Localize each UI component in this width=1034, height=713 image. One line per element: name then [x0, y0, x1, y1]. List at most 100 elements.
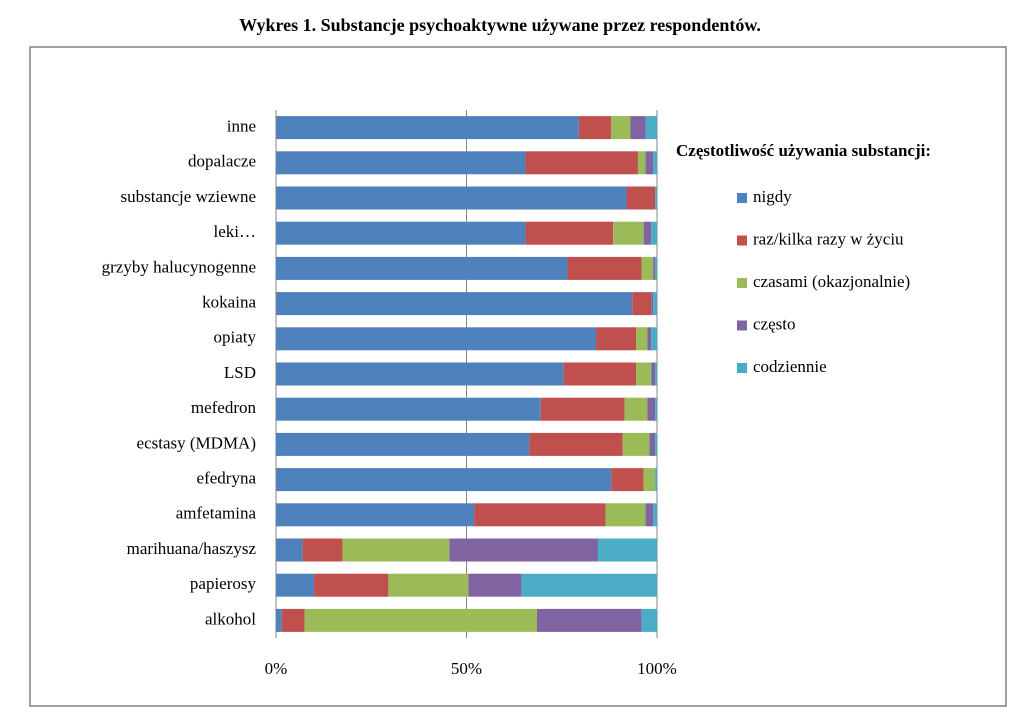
y-tick-label: papierosy: [190, 574, 257, 593]
bar-segment: [276, 362, 564, 386]
bar-segment: [314, 573, 389, 597]
bar-segment: [643, 221, 652, 245]
bar-segment: [276, 256, 568, 280]
bar-segment: [645, 151, 654, 175]
bar-segment: [636, 362, 652, 386]
bar-segment: [276, 608, 282, 632]
bar-segment: [651, 362, 656, 386]
bar-segment: [636, 327, 648, 351]
legend-swatch: [737, 363, 747, 373]
bar-segment: [645, 503, 654, 527]
bar-segment: [653, 503, 657, 527]
bar-segment: [641, 608, 657, 632]
bar-segment: [605, 503, 646, 527]
bar-segment: [474, 503, 606, 527]
bar-segment: [276, 221, 526, 245]
bar-segment: [643, 468, 656, 492]
bar-segment: [651, 327, 657, 351]
bar-segment: [653, 292, 657, 316]
y-tick-label: substancje wziewne: [121, 187, 256, 206]
bar-segment: [622, 432, 650, 456]
bar-segment: [655, 468, 657, 492]
legend-swatch: [737, 193, 747, 203]
y-tick-label: grzyby halucynogenne: [102, 257, 256, 276]
bar-segment: [649, 432, 656, 456]
bar-segment: [276, 503, 475, 527]
bar-segment: [645, 116, 657, 140]
bar-segment: [653, 256, 656, 280]
bar-segment: [276, 538, 303, 562]
bar-segment: [276, 573, 315, 597]
bar-segment: [281, 608, 305, 632]
y-tick-label: opiaty: [214, 328, 257, 347]
bar-segment: [626, 186, 656, 210]
x-tick-label: 100%: [637, 659, 677, 678]
bar-segment: [655, 362, 657, 386]
bar-segment: [563, 362, 637, 386]
bar-segment: [632, 292, 652, 316]
legend-label: czasami (okazjonalnie): [753, 272, 910, 291]
bar-segment: [613, 221, 644, 245]
bar-segment: [302, 538, 343, 562]
bar-segment: [449, 538, 598, 562]
bar-segment: [540, 397, 625, 421]
y-tick-label: dopalacze: [188, 152, 256, 171]
y-tick-label: marihuana/haszysz: [127, 539, 257, 558]
y-tick-label: LSD: [224, 363, 256, 382]
legend-swatch: [737, 320, 747, 331]
bar-segment: [276, 432, 530, 456]
bar-segment: [655, 186, 657, 210]
bar-segment: [276, 186, 627, 210]
bar-segment: [276, 292, 633, 316]
bar-segment: [342, 538, 450, 562]
bar-segment: [655, 256, 657, 280]
bar-segment: [596, 327, 637, 351]
bar-segment: [597, 538, 657, 562]
bar-segment: [525, 221, 614, 245]
bar-segment: [276, 151, 526, 175]
chart-title: Wykres 1. Substancje psychoaktywne używa…: [239, 15, 761, 35]
y-tick-label: kokaina: [202, 293, 256, 312]
bar-segment: [637, 151, 646, 175]
legend-label: codziennie: [753, 357, 827, 376]
bar-segment: [276, 468, 612, 492]
bar-segment: [624, 397, 648, 421]
bar-segment: [567, 256, 642, 280]
bar-segment: [647, 397, 656, 421]
bar-segment: [521, 573, 657, 597]
bar-segment: [651, 292, 654, 316]
x-tick-label: 0%: [265, 659, 288, 678]
bar-segment: [647, 327, 652, 351]
y-tick-label: alkohol: [205, 609, 256, 628]
bar-segment: [536, 608, 642, 632]
bar-segment: [276, 116, 579, 140]
bar-segment: [468, 573, 522, 597]
legend-label: raz/kilka razy w życiu: [753, 229, 904, 248]
bar-segment: [304, 608, 537, 632]
y-tick-label: amfetamina: [176, 504, 257, 523]
legend-swatch: [737, 235, 747, 246]
bar-segment: [653, 151, 657, 175]
y-tick-label: ecstasy (MDMA): [137, 433, 256, 452]
bar-segment: [525, 151, 638, 175]
bar-segment: [651, 221, 657, 245]
bar-segment: [655, 432, 657, 456]
y-tick-label: efedryna: [197, 469, 257, 488]
bar-segment: [611, 468, 644, 492]
bar-segment: [611, 116, 631, 140]
bar-segment: [641, 256, 654, 280]
bar-segment: [655, 397, 657, 421]
bar-segment: [276, 327, 597, 351]
legend-swatch: [737, 278, 747, 288]
bar-segment: [578, 116, 612, 140]
bar-segment: [276, 397, 541, 421]
y-tick-label: leki…: [214, 222, 257, 241]
bar-segment: [529, 432, 623, 456]
bar-segment: [388, 573, 469, 597]
legend-label: nigdy: [753, 187, 792, 206]
x-tick-label: 50%: [451, 659, 482, 678]
legend-title: Częstotliwość używania substancji:: [676, 141, 931, 160]
y-tick-label: mefedron: [191, 398, 257, 417]
legend-label: często: [753, 314, 795, 333]
